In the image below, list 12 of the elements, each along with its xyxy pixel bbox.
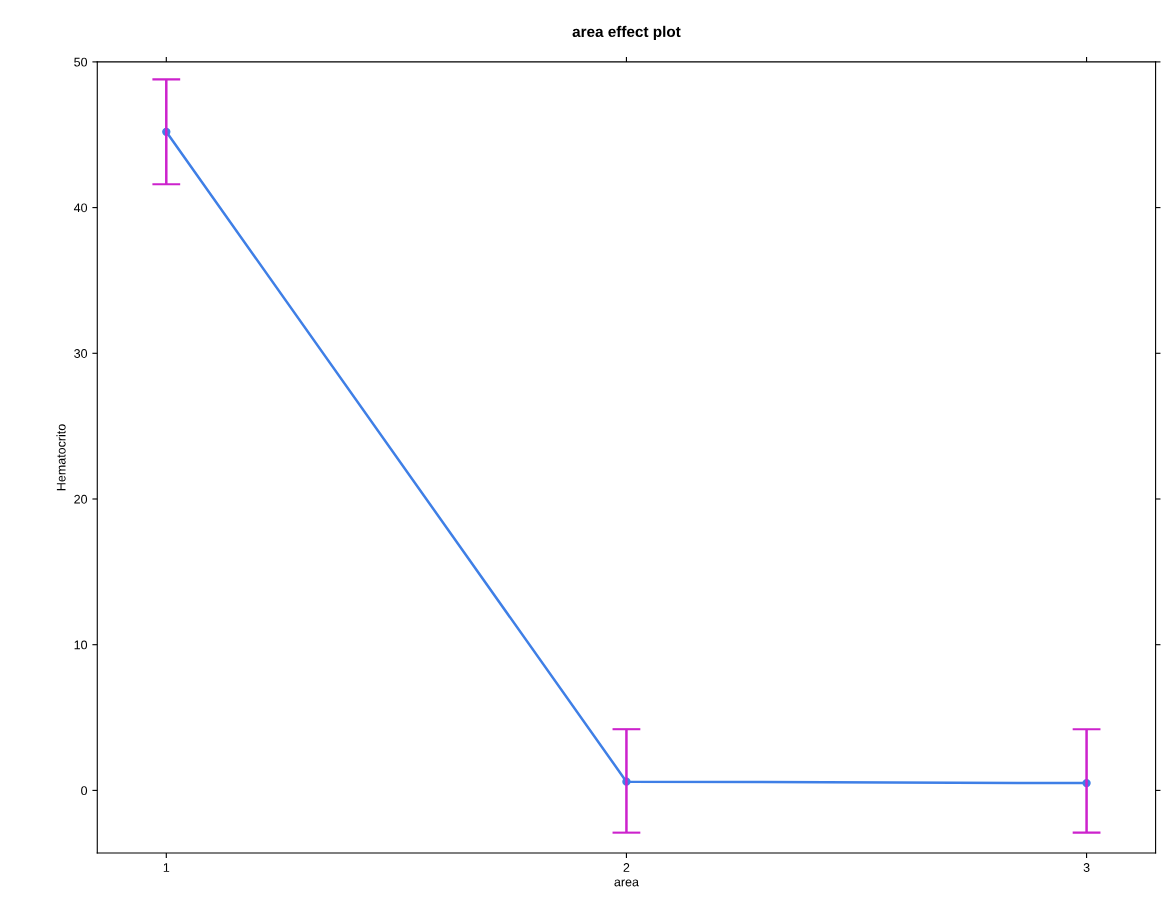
x-axis-title: area	[614, 879, 639, 887]
x-tick-label: 2	[623, 863, 630, 872]
y-tick-label: 20	[74, 494, 88, 504]
y-tick-label: 10	[74, 640, 88, 650]
y-tick-label: 0	[81, 786, 88, 796]
x-tick-label: 3	[1083, 863, 1090, 872]
y-axis-title: Hematocrito	[56, 424, 66, 491]
y-tick-label: 50	[74, 57, 88, 67]
chart-title: area effect plot	[572, 25, 681, 41]
x-tick-label: 1	[163, 863, 170, 872]
y-tick-label: 40	[73, 203, 88, 213]
y-tick-label: 30	[74, 349, 88, 358]
